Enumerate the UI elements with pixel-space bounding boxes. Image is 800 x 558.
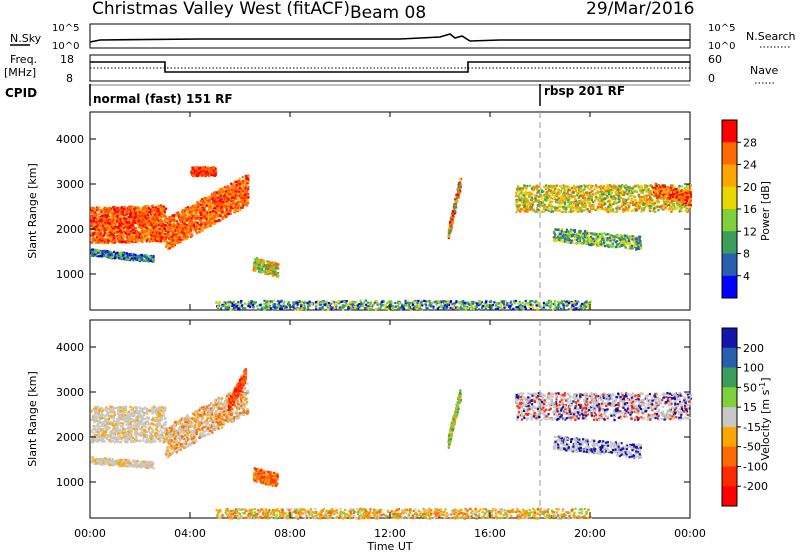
colorbar-tick-label: 20 (743, 181, 757, 194)
colorbar-swatch (722, 486, 737, 506)
y-tick-label: 3000 (56, 386, 84, 399)
nsearch-tick-bottom: 10^0 (708, 41, 735, 52)
colorbar-swatch (722, 368, 737, 388)
colorbar-tick-label: 28 (743, 136, 757, 149)
colorbar-swatch (722, 276, 737, 299)
nsky-label: N.Sky (10, 32, 42, 45)
x-tick-label: 08:00 (274, 527, 306, 540)
freq-line (90, 62, 690, 72)
colorbar-swatch (722, 254, 737, 277)
colorbar-tick-label: 16 (743, 203, 757, 216)
y-tick-label: 1000 (56, 476, 84, 489)
y-tick-label: 2000 (56, 223, 84, 236)
colorbar-swatch (722, 209, 737, 232)
colorbar-tick-label: 50 (743, 381, 757, 394)
colorbar-swatch (722, 387, 737, 407)
date-title: 29/Mar/2016 (586, 0, 694, 19)
freq-unit: [MHz] (4, 66, 36, 79)
y-tick-label: 4000 (56, 341, 84, 354)
power-colorbar-label: Power [dB] (759, 181, 772, 241)
power-colorbar: 28 24 20 16 12 8 4 (722, 120, 757, 299)
nave-tick-bottom: 0 (708, 72, 715, 85)
freq-tick-top: 18 (60, 53, 74, 66)
velocity-panel: 1000 2000 3000 4000 Slant Range [km] 200 100… (26, 320, 772, 520)
colorbar-tick-label: 4 (743, 270, 750, 283)
x-axis-title: Time UT (366, 540, 412, 553)
x-tick-label: 00:00 (74, 527, 106, 540)
colorbar-tick-label: -200 (743, 480, 768, 493)
colorbar-tick-label: 100 (743, 362, 764, 375)
y-tick-label: 4000 (56, 133, 84, 146)
y-tick-label: 3000 (56, 178, 84, 191)
nsky-strip: N.Sky 10^5 10^0 10^5 10^0 N.Search (10, 23, 796, 52)
colorbar-swatch (722, 142, 737, 165)
nave-label: Nave (750, 64, 778, 77)
colorbar-swatch (722, 348, 737, 368)
colorbar-tick-label: 24 (743, 159, 757, 172)
colorbar-swatch (722, 120, 737, 143)
nsky-line (90, 34, 690, 42)
colorbar-swatch (722, 427, 737, 447)
freq-strip: Freq. [MHz] 18 8 60 0 Nave (4, 53, 778, 85)
nave-tick-top: 60 (708, 53, 722, 66)
colorbar-swatch (722, 328, 737, 348)
colorbar-swatch (722, 407, 737, 427)
colorbar-tick-label: 15 (743, 401, 757, 414)
colorbar-swatch (722, 447, 737, 467)
colorbar-swatch (722, 165, 737, 188)
beam-title: Beam 08 (350, 3, 426, 23)
nsearch-label: N.Search (746, 30, 796, 43)
freq-tick-bottom: 8 (66, 72, 73, 85)
x-tick-label: 00:00 (674, 527, 706, 540)
colorbar-tick-label: 12 (743, 225, 757, 238)
time-axis: 00:00 04:00 08:00 12:00 16:00 20:00 00:00 (74, 527, 706, 540)
station-title: Christmas Valley West (fitACF) (92, 0, 350, 19)
velocity-colorbar-label: Velocity [m s-1] (758, 377, 773, 460)
colorbar-tick-label: -100 (743, 460, 768, 473)
colorbar-swatch (722, 231, 737, 254)
nsearch-tick-top: 10^5 (708, 23, 735, 34)
colorbar-swatch (722, 187, 737, 210)
x-tick-label: 04:00 (174, 527, 206, 540)
cpid-mode-1: rbsp 201 RF (544, 84, 625, 98)
cpid-mode-0: normal (fast) 151 RF (93, 92, 233, 106)
cpid-label: CPID (5, 86, 37, 100)
y-tick-label: 2000 (56, 431, 84, 444)
colorbar-swatch (722, 466, 737, 486)
nsky-tick-bottom: 10^0 (52, 41, 79, 52)
x-tick-label: 12:00 (374, 527, 406, 540)
x-tick-label: 16:00 (474, 527, 506, 540)
power-panel: 1000 2000 3000 4000 Slant Range [km] 28 24 20… (26, 112, 772, 311)
power-ylabel: Slant Range [km] (26, 163, 39, 259)
colorbar-tick-label: 8 (743, 248, 750, 261)
cpid-strip: CPID normal (fast) 151 RF rbsp 201 RF (5, 84, 690, 106)
y-tick-label: 1000 (56, 268, 84, 281)
velocity-ylabel: Slant Range [km] (26, 371, 39, 467)
nsky-tick-top: 10^5 (52, 23, 79, 34)
freq-label: Freq. (10, 53, 37, 66)
x-tick-label: 20:00 (574, 527, 606, 540)
colorbar-tick-label: 200 (743, 342, 764, 355)
